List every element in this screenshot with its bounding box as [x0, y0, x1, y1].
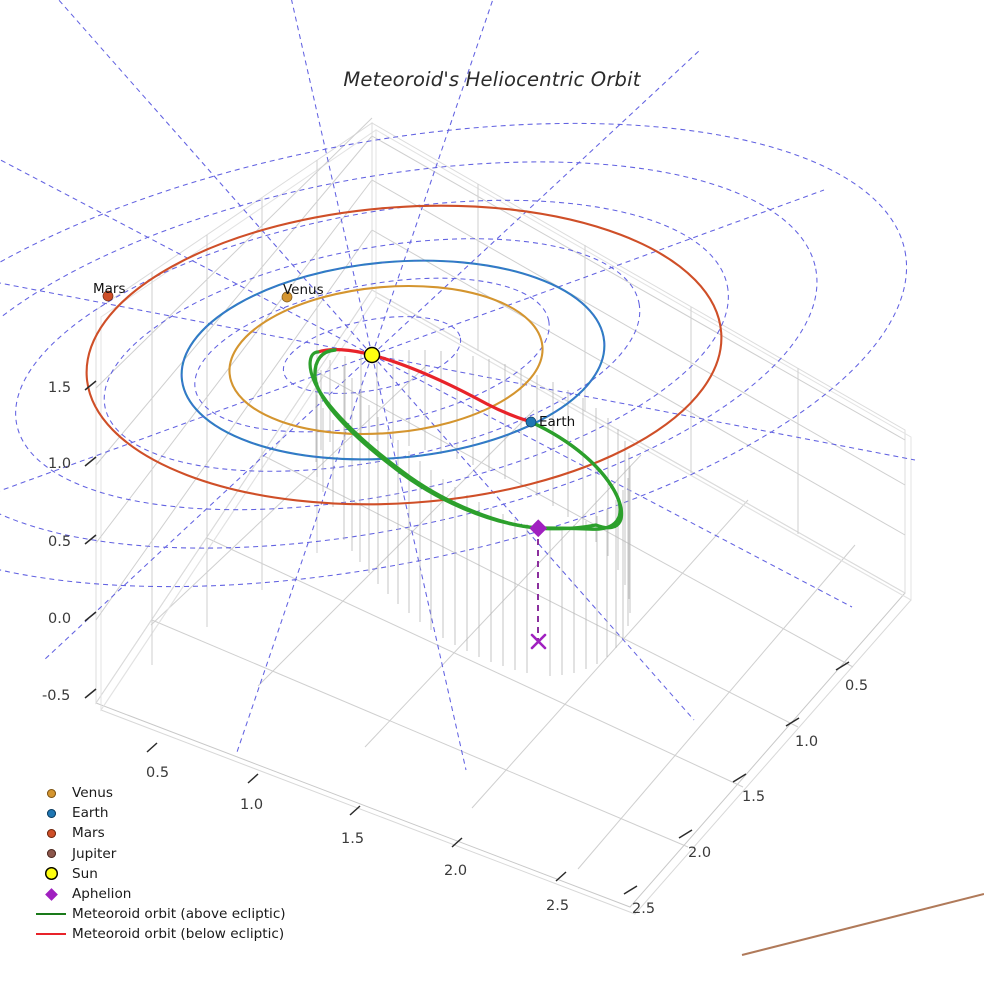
- earth-marker-icon: [30, 808, 72, 818]
- legend-label-sun: Sun: [72, 865, 98, 882]
- legend-item-earth[interactable]: Earth: [30, 803, 330, 823]
- jupiter-orbit-curve: [741, 893, 984, 956]
- legend-item-sun[interactable]: Sun: [30, 864, 330, 884]
- z-tick-label-1: 1.0: [48, 456, 72, 472]
- x-tick-label-1: 1.0: [240, 797, 264, 813]
- legend-label-orbit-above: Meteoroid orbit (above ecliptic): [72, 906, 286, 923]
- earth-body-marker: [525, 416, 537, 428]
- annotation-venus: Venus: [283, 282, 324, 298]
- mars-orbit-ellipse: [85, 204, 723, 506]
- jupiter-marker-icon: [30, 849, 72, 859]
- venus-marker-icon: [30, 788, 72, 798]
- sun-marker-icon: [30, 867, 72, 881]
- legend-item-venus[interactable]: Venus: [30, 783, 330, 803]
- legend-item-jupiter[interactable]: Jupiter: [30, 844, 330, 864]
- x-tick-label-0: 0.5: [146, 765, 170, 781]
- legend-label-earth: Earth: [72, 805, 109, 822]
- sun-marker: [363, 346, 381, 364]
- mars-body-marker: [102, 290, 114, 302]
- legend-label-aphelion: Aphelion: [72, 886, 132, 903]
- legend-item-aphelion[interactable]: Aphelion: [30, 884, 330, 904]
- z-tick-label-2: 0.5: [48, 534, 72, 550]
- y-tick-label-3: 2.0: [688, 845, 712, 861]
- plot-title: Meteoroid's Heliocentric Orbit: [343, 68, 641, 91]
- aphelion-marker: [529, 519, 548, 538]
- pane-grid: [95, 117, 912, 915]
- annotation-earth: Earth: [539, 414, 576, 430]
- red-line-icon: [30, 933, 72, 936]
- legend-item-orbit-above[interactable]: Meteoroid orbit (above ecliptic): [30, 904, 330, 924]
- meteoroid-orbit-below-ecliptic: [316, 348, 533, 424]
- meteoroid-orbit-above-ecliptic-lower: [313, 348, 622, 531]
- axis-tick-marks: [84, 380, 850, 895]
- legend-label-venus: Venus: [72, 785, 113, 802]
- venus-orbit-ellipse: [228, 284, 544, 436]
- annotation-mars: Mars: [93, 281, 126, 297]
- y-tick-label-2: 1.5: [742, 789, 766, 805]
- ecliptic-reference-grid: [0, 0, 916, 771]
- aphelion-projection-marker: [530, 633, 547, 650]
- legend-label-jupiter: Jupiter: [72, 845, 117, 862]
- earth-orbit-ellipse-dash: [181, 260, 605, 460]
- x-tick-label-2: 1.5: [341, 831, 365, 847]
- green-line-icon: [30, 913, 72, 916]
- y-tick-label-0: 0.5: [845, 678, 869, 694]
- legend-item-mars[interactable]: Mars: [30, 823, 330, 843]
- venus-body-marker: [281, 291, 293, 303]
- z-tick-label-3: 0.0: [48, 611, 72, 627]
- legend-item-orbit-below[interactable]: Meteoroid orbit (below ecliptic): [30, 924, 330, 944]
- y-tick-label-4: 2.5: [632, 901, 656, 917]
- z-tick-label-4: -0.5: [42, 688, 71, 704]
- x-tick-label-4: 2.5: [546, 898, 570, 914]
- legend-label-orbit-below: Meteoroid orbit (below ecliptic): [72, 926, 285, 943]
- mars-marker-icon: [30, 828, 72, 838]
- legend: Venus Earth Mars Jupiter Sun: [30, 783, 330, 945]
- aphelion-marker-icon: [30, 887, 72, 901]
- y-tick-label-1: 1.0: [795, 734, 819, 750]
- x-tick-label-3: 2.0: [444, 863, 468, 879]
- legend-label-mars: Mars: [72, 825, 105, 842]
- z-tick-label-0: 1.5: [48, 380, 72, 396]
